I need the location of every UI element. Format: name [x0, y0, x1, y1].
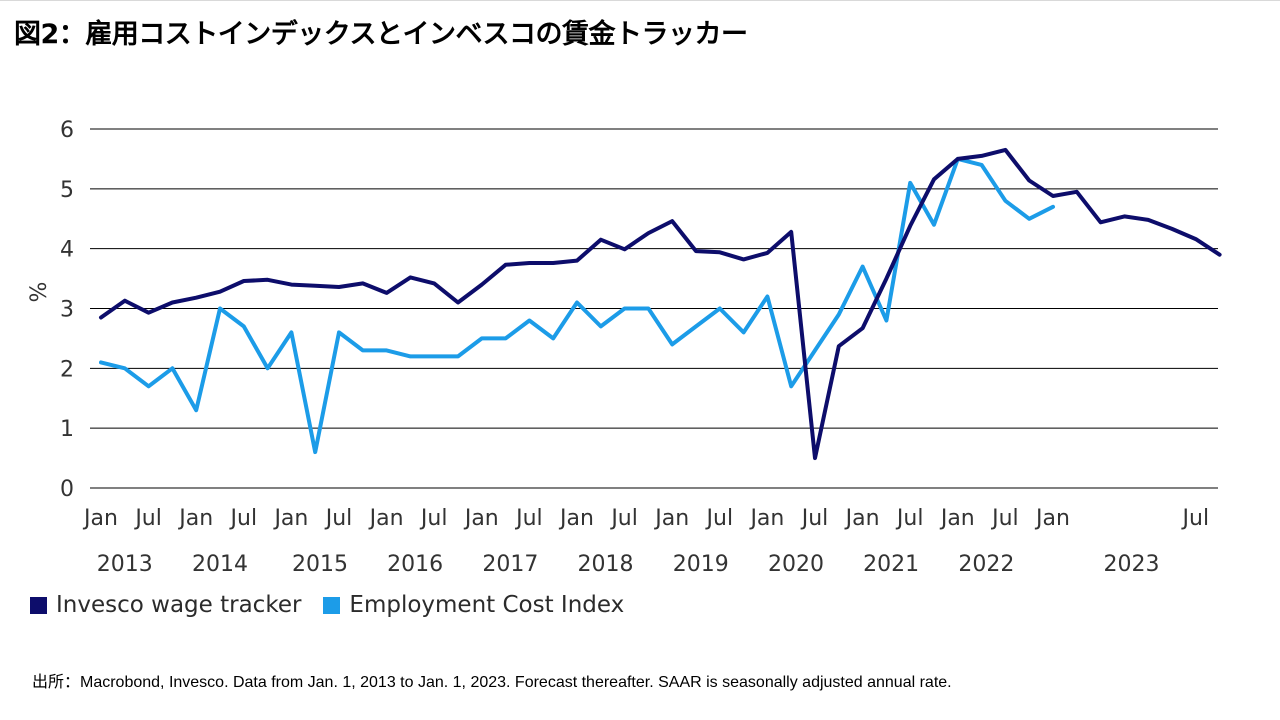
x-tick-jan-8: Jan: [463, 506, 499, 531]
x-tick-jul-13: Jul: [705, 506, 734, 531]
line-chart: 0 1 2 3 4 5 6 % Jan Jul Jan Jul Jan Jul Jan Jul Jan Jul…: [27, 118, 1222, 577]
y-tick-1: 1: [60, 417, 74, 442]
x-tick-jan-10: Jan: [558, 506, 594, 531]
x-tick-jul-1: Jul: [133, 506, 162, 531]
x-tick-jan-0: Jan: [82, 506, 118, 531]
legend-label-eci: Employment Cost Index: [349, 592, 625, 618]
y-tick-6: 6: [60, 118, 74, 143]
y-axis-label: %: [27, 282, 52, 303]
x-tick-jan-12: Jan: [653, 506, 689, 531]
year-label-2017: 2017: [482, 552, 538, 577]
x-tick-jan-4: Jan: [272, 506, 308, 531]
series-line-eci: [99, 156, 1055, 455]
x-tick-jul-9: Jul: [514, 506, 543, 531]
y-tick-2: 2: [60, 357, 74, 382]
x-tick-labels: Jan Jul Jan Jul Jan Jul Jan Jul Jan Jul Jan Jul Jan J…: [82, 506, 1209, 531]
x-tick-jul-17: Jul: [895, 506, 924, 531]
y-tick-0: 0: [60, 477, 74, 502]
legend: Invesco wage tracker Employment Cost Ind…: [30, 592, 646, 618]
legend-label-wage-tracker: Invesco wage tracker: [56, 592, 302, 618]
year-label-2013: 2013: [97, 552, 153, 577]
series-line-wage-tracker: [99, 147, 1222, 461]
year-label-2014: 2014: [192, 552, 248, 577]
x-tick-jul-19: Jul: [990, 506, 1019, 531]
x-tick-jul-15: Jul: [800, 506, 829, 531]
legend-swatch-eci: [323, 596, 341, 614]
source-footnote: 出所：Macrobond, Invesco. Data from Jan. 1,…: [32, 674, 952, 691]
x-tick-jul-11: Jul: [609, 506, 638, 531]
legend-swatch-wage-tracker: [30, 596, 47, 614]
year-label-2021: 2021: [863, 552, 919, 577]
year-label-2022: 2022: [958, 552, 1014, 577]
year-label-2019: 2019: [673, 552, 729, 577]
year-label-2023: 2023: [1104, 552, 1160, 577]
year-label-2020: 2020: [768, 552, 824, 577]
x-tick-jul-21: Jul: [1181, 506, 1210, 531]
legend-item-eci: Employment Cost Index: [323, 592, 624, 618]
x-tick-jul-7: Jul: [419, 506, 448, 531]
x-tick-jan-20: Jan: [1034, 506, 1070, 531]
y-tick-3: 3: [60, 298, 74, 323]
x-tick-jan-2: Jan: [177, 506, 213, 531]
year-label-2016: 2016: [387, 552, 443, 577]
chart-title: 図2：雇用コストインデックスとインベスコの賃金トラッカー: [14, 19, 748, 50]
year-labels: 2013 2014 2015 2016 2017 2018 2019 2020 2021 2022…: [97, 552, 1160, 577]
x-tick-jan-16: Jan: [844, 506, 880, 531]
x-tick-jan-14: Jan: [748, 506, 784, 531]
year-label-2018: 2018: [578, 552, 634, 577]
y-tick-4: 4: [60, 238, 74, 263]
y-tick-5: 5: [60, 178, 74, 203]
x-tick-jul-5: Jul: [324, 506, 353, 531]
x-tick-jan-6: Jan: [368, 506, 404, 531]
top-rule: [0, 0, 1280, 1]
year-label-2015: 2015: [292, 552, 348, 577]
gridlines: [90, 128, 1218, 489]
x-tick-jan-18: Jan: [939, 506, 975, 531]
legend-item-wage-tracker: Invesco wage tracker: [30, 592, 301, 618]
y-tick-labels: 0 1 2 3 4 5 6: [60, 118, 74, 502]
x-tick-jul-3: Jul: [229, 506, 258, 531]
series-lines: [99, 147, 1222, 461]
